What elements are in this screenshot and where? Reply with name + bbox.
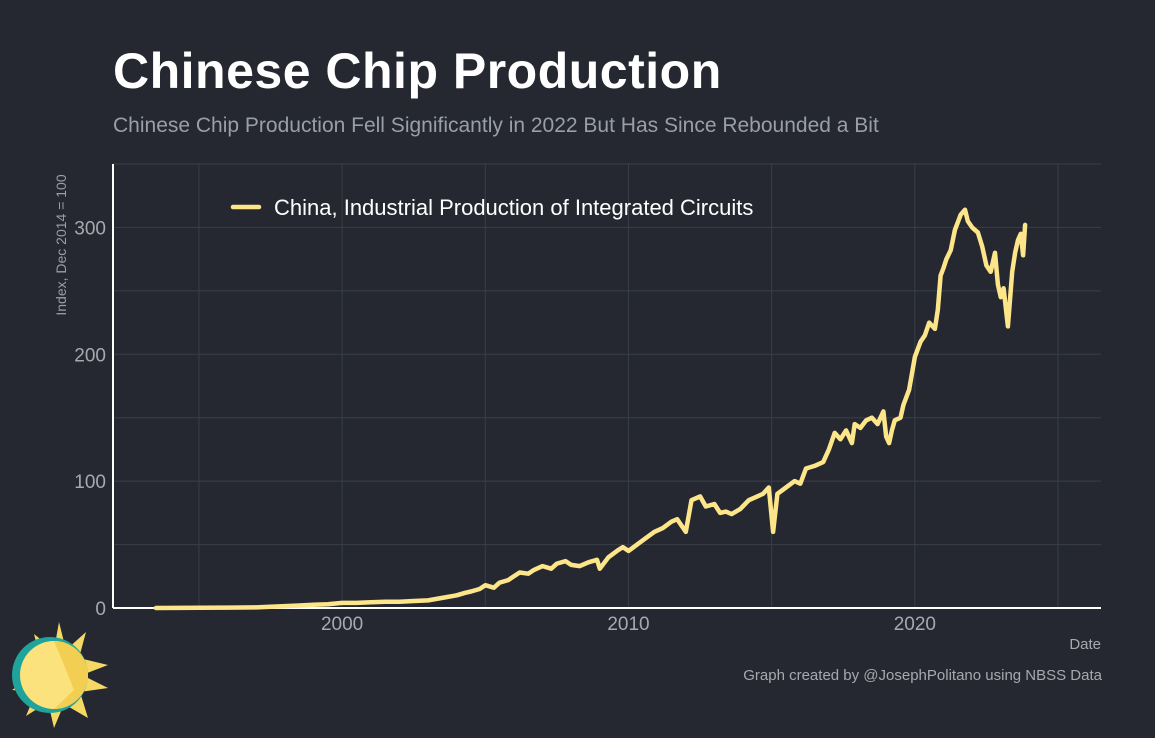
series-layer (153, 207, 1028, 611)
source-caption: Graph created by @JosephPolitano using N… (743, 667, 1102, 684)
x-tick-label: 2020 (894, 614, 936, 635)
chart-subtitle: Chinese Chip Production Fell Significant… (113, 114, 879, 137)
legend-label: China, Industrial Production of Integrat… (274, 195, 753, 220)
sun-shade (54, 641, 88, 709)
legend: China, Industrial Production of Integrat… (230, 195, 753, 220)
sun-logo-icon (12, 622, 108, 728)
y-tick-label: 300 (74, 218, 106, 239)
grid-layer (113, 163, 1101, 608)
y-tick-label: 200 (74, 345, 106, 366)
x-axis-label: Date (1069, 636, 1101, 653)
y-axis-label: Index, Dec 2014 = 100 (53, 174, 69, 315)
y-tick-label: 100 (74, 472, 106, 493)
chart-title: Chinese Chip Production (113, 43, 722, 99)
series-line (153, 207, 1028, 611)
x-tick-label: 2000 (321, 614, 363, 635)
x-tick-label: 2010 (607, 614, 649, 635)
y-tick-label: 0 (95, 599, 106, 620)
axis-layer: 0 100 200 300 2000 2010 2020 (74, 164, 1101, 635)
